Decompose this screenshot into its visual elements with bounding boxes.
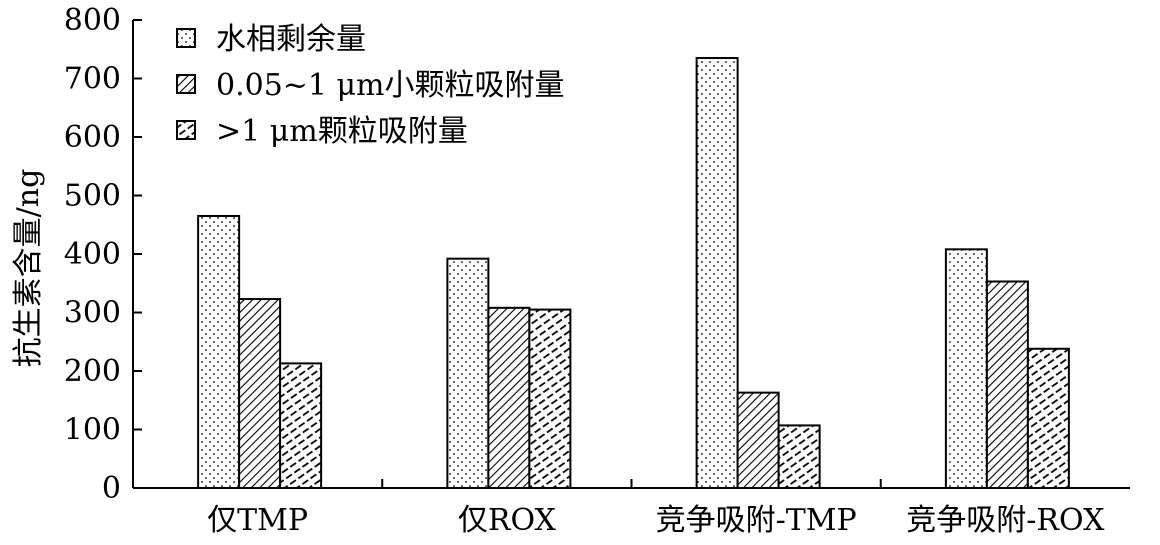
legend-swatch xyxy=(176,74,196,94)
bar xyxy=(446,257,490,489)
legend-label: 水相剩余量 xyxy=(216,22,366,57)
x-tick-label: 竞争吸附-TMP xyxy=(656,503,857,538)
y-tick-label: 400 xyxy=(64,237,121,272)
bar xyxy=(528,308,572,490)
y-tick-label: 500 xyxy=(64,179,121,214)
bar xyxy=(736,391,780,489)
x-tick-label: 仅TMP xyxy=(207,503,308,538)
axes: 0 100 200 300 400 500 600 700 800 仅TMP 仅ROX 竞争吸附-TM… xyxy=(64,3,1130,538)
y-axis-title: 抗生素含量/ng xyxy=(11,169,46,368)
legend-label: >1 μm颗粒吸附量 xyxy=(216,114,468,149)
y-tick-label: 800 xyxy=(64,3,121,38)
bar xyxy=(1026,347,1070,489)
bars xyxy=(197,57,1070,490)
y-tick-label: 700 xyxy=(64,62,121,97)
y-tick-label: 200 xyxy=(64,354,121,389)
y-tick-label: 300 xyxy=(64,296,121,331)
legend-swatch xyxy=(176,120,196,140)
bar xyxy=(777,424,821,489)
bar xyxy=(279,362,323,489)
legend: 水相剩余量 0.05~1 μm小颗粒吸附量 >1 μm颗粒吸附量 xyxy=(176,22,565,149)
bar xyxy=(238,298,282,490)
legend-label: 0.05~1 μm小颗粒吸附量 xyxy=(216,68,565,103)
y-tick-label: 100 xyxy=(64,413,121,448)
y-tick-label: 600 xyxy=(64,120,121,155)
bar xyxy=(985,280,1029,489)
y-tick-label: 0 xyxy=(102,471,121,506)
x-tick-label: 竞争吸附-ROX xyxy=(906,503,1105,538)
bar xyxy=(197,214,241,489)
legend-swatch xyxy=(176,28,196,48)
bar xyxy=(695,57,739,490)
bar xyxy=(487,306,531,489)
x-tick-label: 仅ROX xyxy=(458,503,557,538)
bar xyxy=(944,248,988,489)
